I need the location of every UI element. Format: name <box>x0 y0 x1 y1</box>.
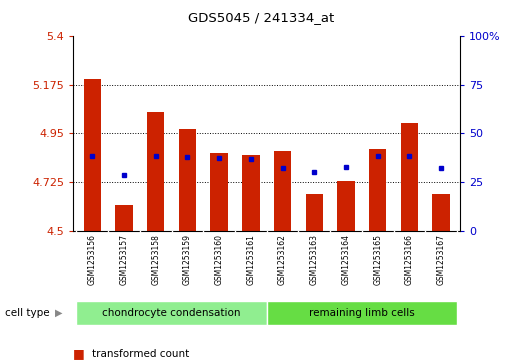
Text: GSM1253159: GSM1253159 <box>183 234 192 285</box>
Text: GSM1253165: GSM1253165 <box>373 234 382 285</box>
Bar <box>401 123 418 231</box>
Text: ■: ■ <box>73 347 85 360</box>
Bar <box>274 151 291 231</box>
Bar <box>76 301 267 325</box>
Text: GSM1253161: GSM1253161 <box>246 234 255 285</box>
Text: ■: ■ <box>73 362 85 363</box>
Bar <box>242 155 259 231</box>
Text: GSM1253164: GSM1253164 <box>342 234 350 285</box>
Text: GSM1253156: GSM1253156 <box>88 234 97 285</box>
Text: GSM1253157: GSM1253157 <box>119 234 129 285</box>
Text: ▶: ▶ <box>55 308 62 318</box>
Bar <box>210 153 228 231</box>
Text: GSM1253166: GSM1253166 <box>405 234 414 285</box>
Bar <box>337 181 355 231</box>
Bar <box>433 194 450 231</box>
Bar <box>147 112 164 231</box>
Text: GSM1253163: GSM1253163 <box>310 234 319 285</box>
Text: remaining limb cells: remaining limb cells <box>309 308 415 318</box>
Text: GSM1253162: GSM1253162 <box>278 234 287 285</box>
Bar <box>84 79 101 231</box>
Bar <box>179 129 196 231</box>
Text: chondrocyte condensation: chondrocyte condensation <box>103 308 241 318</box>
Bar <box>369 148 386 231</box>
Bar <box>267 301 457 325</box>
Text: transformed count: transformed count <box>92 349 189 359</box>
Text: GDS5045 / 241334_at: GDS5045 / 241334_at <box>188 11 335 24</box>
Text: GSM1253158: GSM1253158 <box>151 234 160 285</box>
Bar <box>115 205 133 231</box>
Text: cell type: cell type <box>5 308 50 318</box>
Text: GSM1253167: GSM1253167 <box>437 234 446 285</box>
Bar <box>305 194 323 231</box>
Text: GSM1253160: GSM1253160 <box>214 234 224 285</box>
